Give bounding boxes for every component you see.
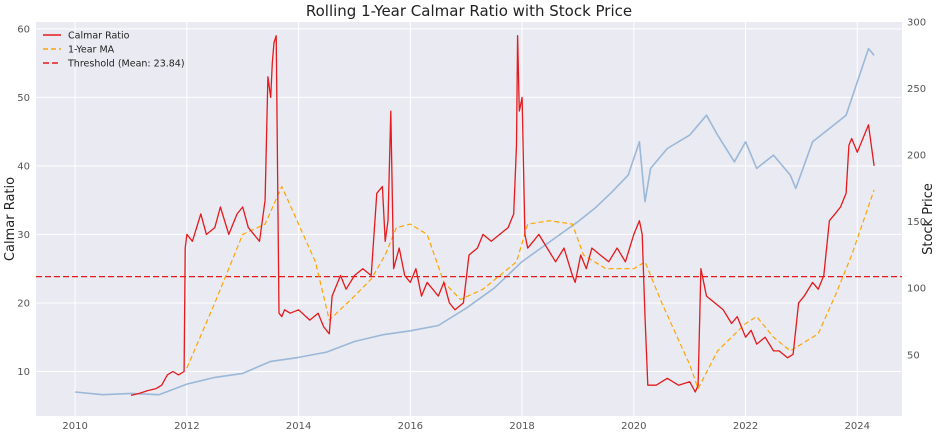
plot-area	[36, 22, 902, 416]
legend-item: Threshold (Mean: 23.84)	[43, 59, 185, 70]
y-tick-labels: 10 20 30 40 50 60	[17, 24, 30, 378]
y-tick-label: 40	[17, 161, 30, 172]
legend-item: Calmar Ratio	[43, 31, 130, 42]
x-tick-label: 2020	[621, 421, 646, 432]
y-right-tick-label: 100	[907, 284, 926, 295]
ma-line	[186, 185, 875, 390]
legend: Calmar Ratio 1-Year MA Threshold (Mean: 23…	[43, 31, 185, 70]
y-right-axis-title: Stock Price	[921, 183, 936, 255]
y-right-tick-labels: 50 100 150 200 250 300	[907, 18, 926, 362]
y-right-tick-label: 250	[907, 84, 926, 95]
x-tick-label: 2024	[845, 421, 870, 432]
x-tick-label: 2010	[62, 421, 87, 432]
x-tick-label: 2012	[174, 421, 199, 432]
y-gridlines	[36, 28, 902, 372]
chart-title: Rolling 1-Year Calmar Ratio with Stock P…	[306, 2, 632, 20]
x-tick-label: 2014	[286, 421, 311, 432]
x-tick-label: 2016	[398, 421, 423, 432]
y-right-tick-label: 50	[907, 350, 920, 361]
stock-price-line	[75, 47, 875, 396]
series-layer	[36, 35, 902, 397]
y-tick-label: 20	[17, 298, 30, 309]
calmar-ratio-line	[130, 35, 875, 397]
y-tick-label: 50	[17, 93, 30, 104]
legend-item: 1-Year MA	[43, 45, 115, 56]
y-tick-label: 60	[17, 24, 30, 35]
x-gridlines	[74, 22, 858, 416]
y-axis-title: Calmar Ratio	[3, 177, 18, 261]
y-right-tick-label: 200	[907, 151, 926, 162]
y-tick-label: 30	[17, 230, 30, 241]
legend-label: Threshold (Mean: 23.84)	[67, 59, 185, 70]
y-tick-label: 10	[17, 367, 30, 378]
legend-label: 1-Year MA	[68, 45, 115, 56]
x-tick-label: 2022	[733, 421, 758, 432]
x-tick-label: 2018	[509, 421, 534, 432]
legend-label: Calmar Ratio	[68, 31, 130, 42]
x-tick-labels: 2010 2012 2014 2016 2018 2020 2022 2024	[62, 421, 870, 432]
y-right-tick-label: 300	[907, 18, 926, 29]
y-right-tick-label: 150	[907, 217, 926, 228]
